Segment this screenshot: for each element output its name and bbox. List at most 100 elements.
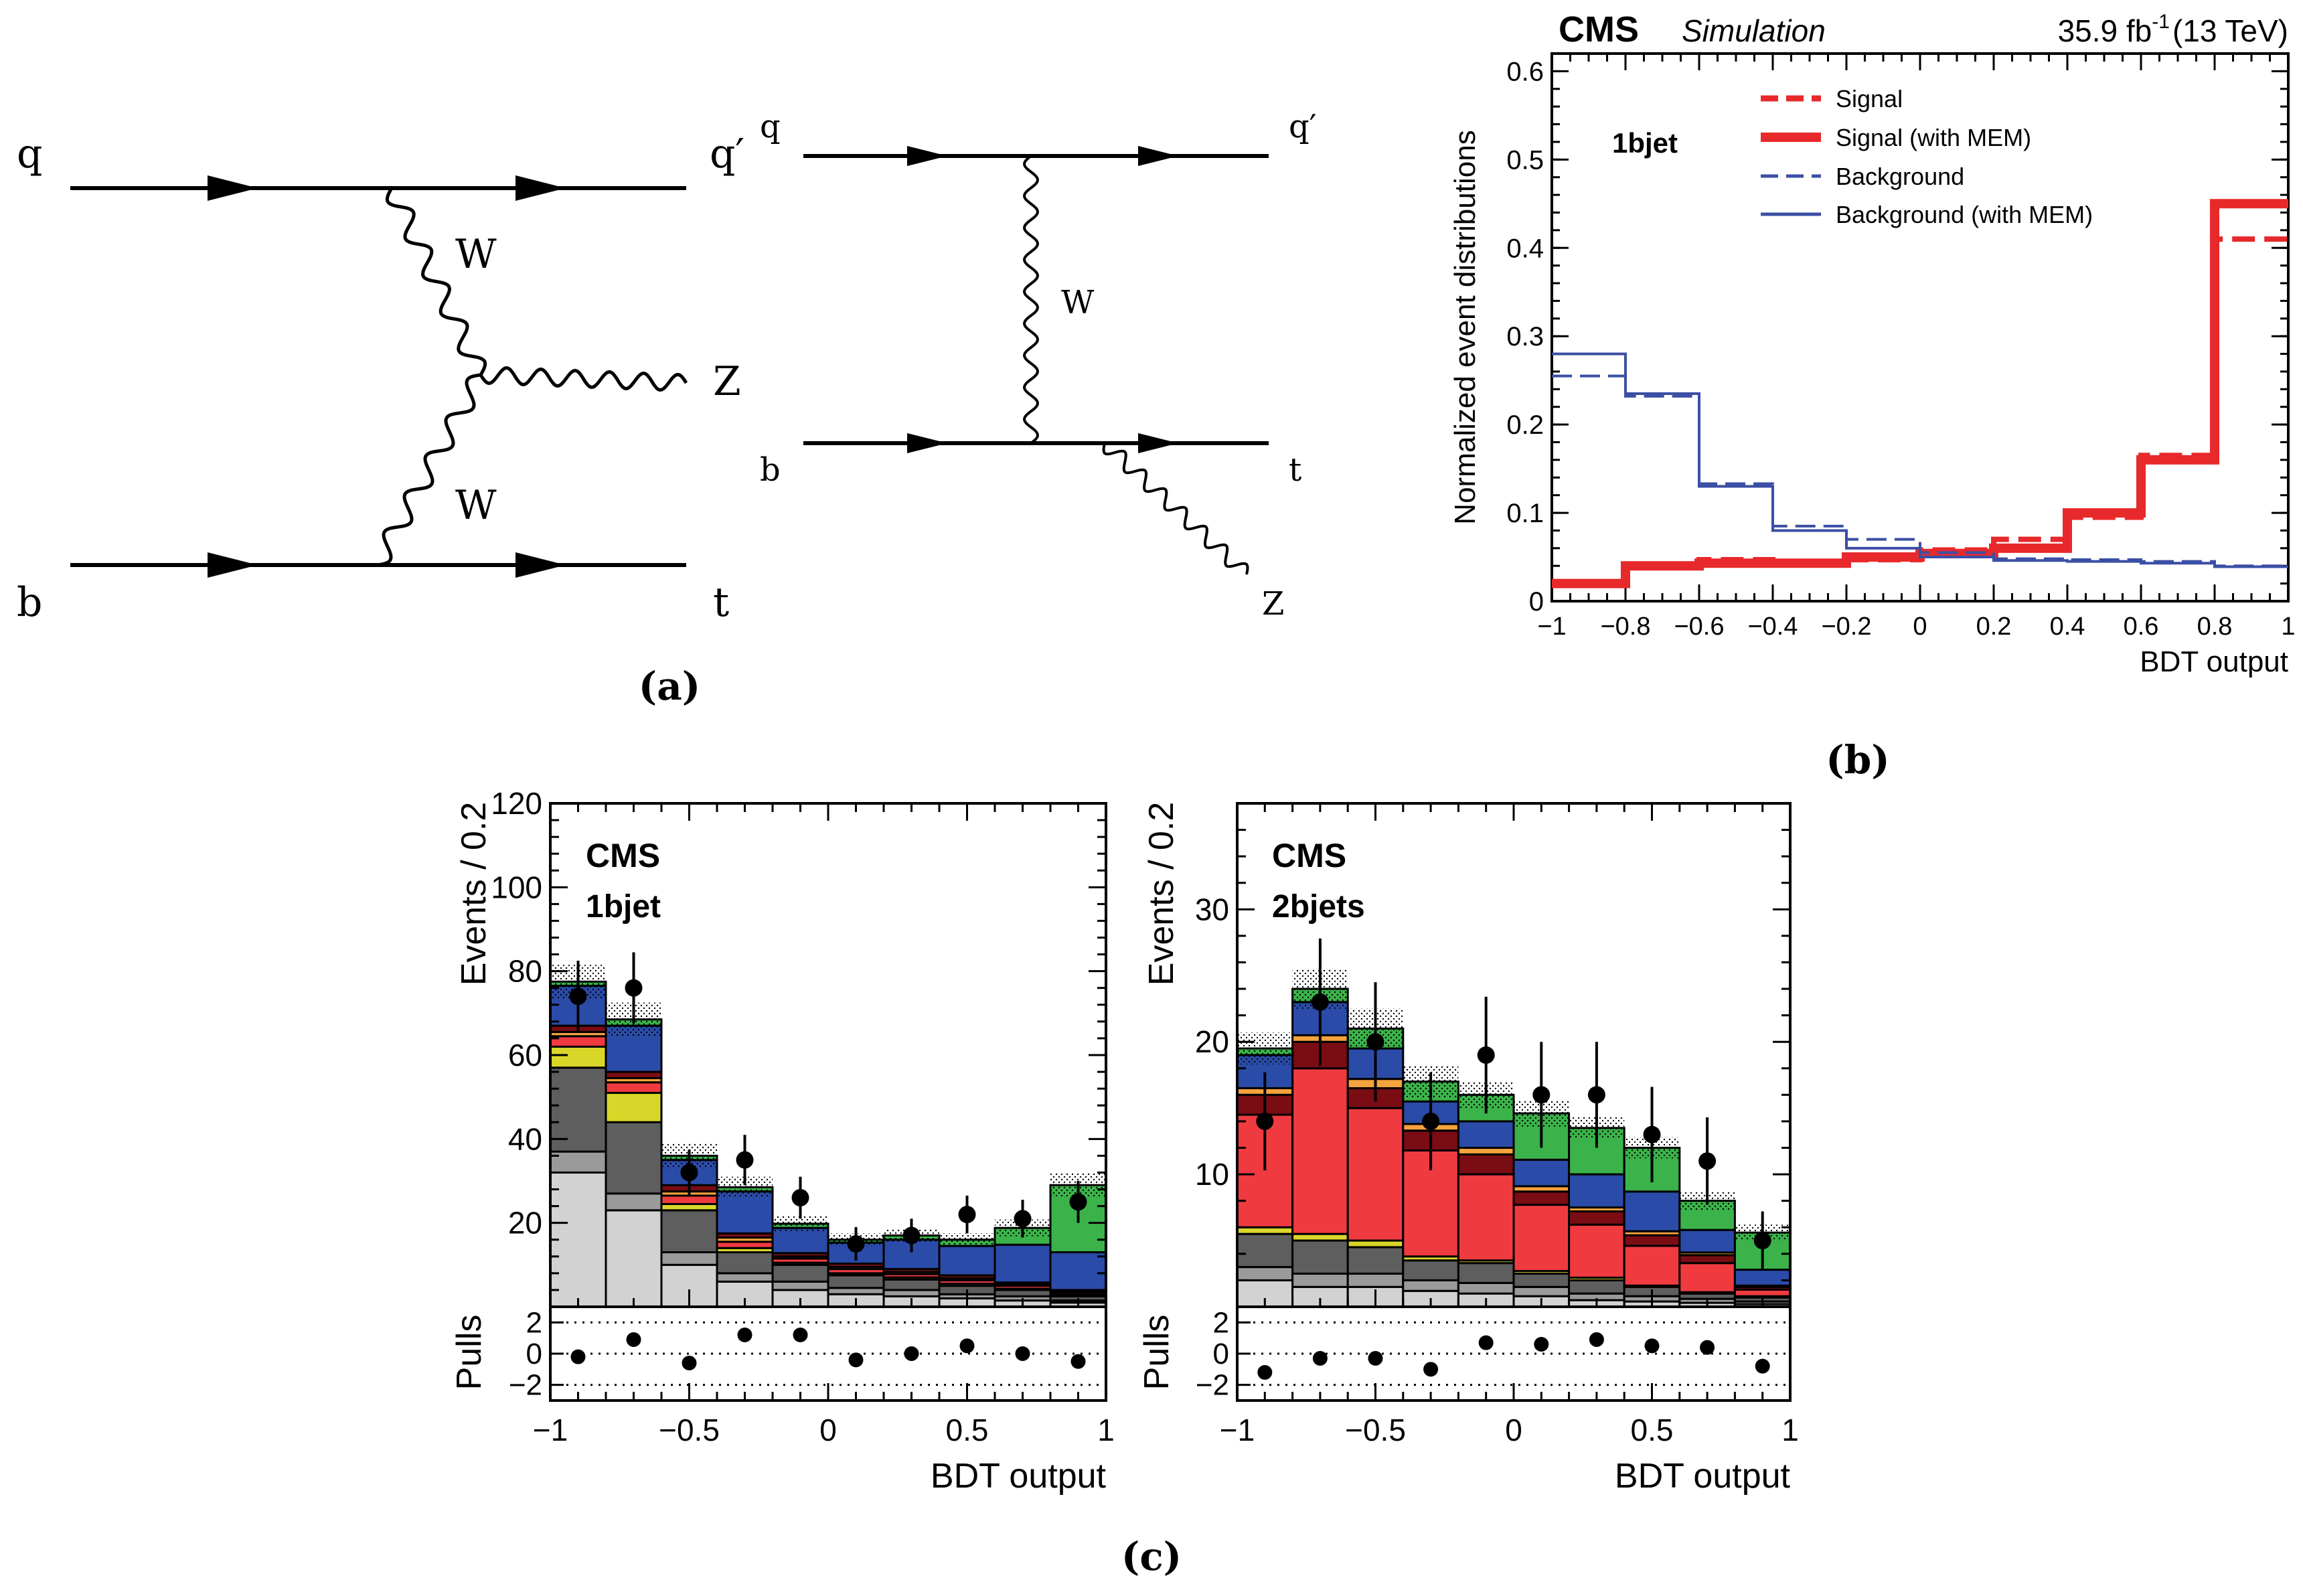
label-q-in-2: q [760,108,781,145]
y-tick-label: 0.2 [1506,410,1544,440]
simulation-label: Simulation [1682,13,1826,48]
x-tick-label: 0.5 [946,1413,989,1447]
data-point [1311,993,1329,1011]
x-tick-label: −0.5 [1345,1413,1406,1447]
pull-point [1755,1358,1770,1374]
label-z-out: Z [713,358,741,405]
data-point [1753,1232,1771,1250]
data-point [1477,1046,1495,1064]
stack-segment-1 [549,1150,607,1174]
series-0-line [1552,236,2288,586]
stack-segment-0 [605,1209,663,1308]
feynman-diagram-1 [70,186,688,567]
stack-segment-2 [1402,1259,1459,1281]
pull-tick-label: 0 [526,1338,542,1370]
stack-segment-5 [1678,1254,1736,1265]
plot-b: −1 −0.8 −0.6 −0.4 −0.2 0 0.2 0.4 0.6 0.8 1 0 0.1 0.2 0… [1449,9,2296,783]
pull-tick-label: 2 [1213,1306,1229,1339]
x-tick-label: 0.6 [2124,613,2159,641]
data-point [1643,1125,1661,1143]
stack-segment-2 [660,1209,718,1254]
pull-point [737,1328,752,1342]
c1-x-axis-label: BDT output [931,1457,1107,1496]
data-point [958,1206,976,1224]
stack-segment-7 [1733,1269,1792,1287]
x-axis-label: BDT output [2140,645,2288,678]
arrow-icon [1138,146,1178,166]
data-point [680,1164,698,1182]
data-point [1532,1086,1551,1104]
arrow-icon [1138,433,1178,453]
stack-segment-1 [716,1272,774,1283]
c2-data-points [1256,938,1771,1270]
stack-segment-2 [882,1278,941,1291]
pull-tick-label: 0 [1213,1338,1229,1370]
stack-segment-1 [660,1251,718,1266]
c2-pulls-label: Pulls [1137,1315,1176,1390]
arrow-icon [907,433,947,453]
x-tick-label: 1 [2281,613,2295,641]
pull-point [1312,1351,1328,1366]
label-z-out-2: Z [1262,585,1284,623]
stack-segment-4 [1457,1173,1515,1262]
pull-point [570,1349,586,1364]
pull-point [1070,1354,1086,1369]
y-tick-label: 0.1 [1506,499,1544,528]
stack-segment-7 [716,1190,774,1234]
data-point [569,987,587,1006]
label-t-out: t [713,579,729,626]
stack-segment-4 [1678,1262,1736,1293]
x-tick-label: −0.6 [1674,613,1724,641]
c1-pulls-label: Pulls [450,1315,489,1390]
stack-segment-5 [1512,1190,1571,1206]
y-axis-label: Normalized event distributions [1449,130,1482,524]
pull-point [904,1346,919,1361]
legend-background: Background [1836,163,1964,190]
plot-b-series [1552,199,2288,588]
y-tick-label: 10 [1195,1157,1229,1192]
stack-segment-7 [1623,1190,1681,1232]
uncertainty-band [1237,1032,1293,1064]
stack-segment-5 [1623,1234,1681,1247]
stack-segment-0 [549,1171,607,1308]
c1-pull-points [570,1328,1086,1370]
stack-segment-7 [1049,1251,1107,1291]
data-point [1422,1112,1440,1130]
stack-segment-2 [827,1274,885,1289]
stack-segment-2 [716,1251,774,1275]
stack-segment-1 [1457,1281,1515,1295]
arrow-icon [515,552,566,578]
label-w-2: W [1061,284,1095,321]
y-tick-label: 120 [491,786,542,821]
uncertainty-band [939,1233,995,1247]
pull-point [848,1352,864,1368]
y-tick-label: 20 [1195,1024,1229,1059]
x-tick-label: 0 [1505,1413,1522,1447]
data-point [1014,1210,1032,1228]
feynman-diagrams: q b q′ t Z W W q b q′ t Z W [17,108,1317,709]
series-3-line [1552,352,2288,568]
stack-segment-7 [938,1245,996,1277]
stack-segment-4 [1568,1223,1625,1279]
c2-cms-label: CMS [1272,837,1346,874]
x-tick-label: −0.8 [1600,613,1650,641]
stack-segment-5 [1568,1210,1625,1226]
x-tick-label: −0.4 [1747,613,1798,641]
pull-tick-label: 2 [526,1306,542,1339]
stack-segment-7 [994,1243,1052,1284]
pull-point [1015,1346,1030,1361]
data-point [1256,1112,1274,1130]
label-t-out-2: t [1289,451,1301,489]
z-boson-line [1102,443,1249,575]
stack-segment-2 [771,1263,829,1283]
panel-label-a: (a) [639,663,700,709]
legend-signal: Signal [1836,85,1903,112]
stack-segment-1 [1346,1273,1405,1288]
y-tick-label: 0.6 [1506,57,1544,86]
series-2-line [1552,374,2288,568]
pull-point [1423,1362,1439,1377]
plot-b-legend: Signal Signal (with MEM) Background Back… [1761,85,2093,228]
stack-segment-7 [1512,1158,1571,1188]
